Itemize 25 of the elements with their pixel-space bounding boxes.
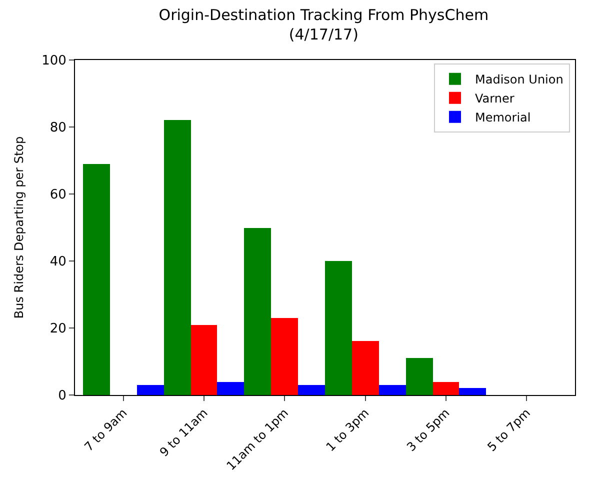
y-tick-label: 80 [50, 120, 66, 136]
bar [298, 385, 325, 395]
bar [191, 325, 217, 395]
y-tick-label: 60 [50, 188, 66, 203]
legend-label: Memorial [475, 110, 531, 125]
bar [352, 341, 379, 395]
y-tick-label: 100 [42, 54, 66, 69]
chart-title: Origin-Destination Tracking From PhysChem (4/17/17) [158, 6, 489, 44]
legend-label: Madison Union [475, 72, 564, 87]
y-axis-title: Bus Riders Departing per Stop [12, 136, 26, 319]
bar [433, 382, 459, 395]
bar [271, 318, 298, 395]
y-tick-label: 0 [58, 388, 66, 404]
bar [83, 164, 110, 395]
bar [137, 385, 164, 395]
y-tick-label: 20 [50, 322, 66, 337]
bar [164, 120, 191, 395]
bar [406, 358, 433, 395]
bar [244, 228, 271, 395]
bar [325, 261, 352, 395]
bar [217, 382, 244, 395]
bar [459, 388, 486, 395]
legend-label: Varner [475, 92, 514, 106]
bar [379, 385, 406, 395]
y-tick-label: 40 [50, 254, 66, 270]
